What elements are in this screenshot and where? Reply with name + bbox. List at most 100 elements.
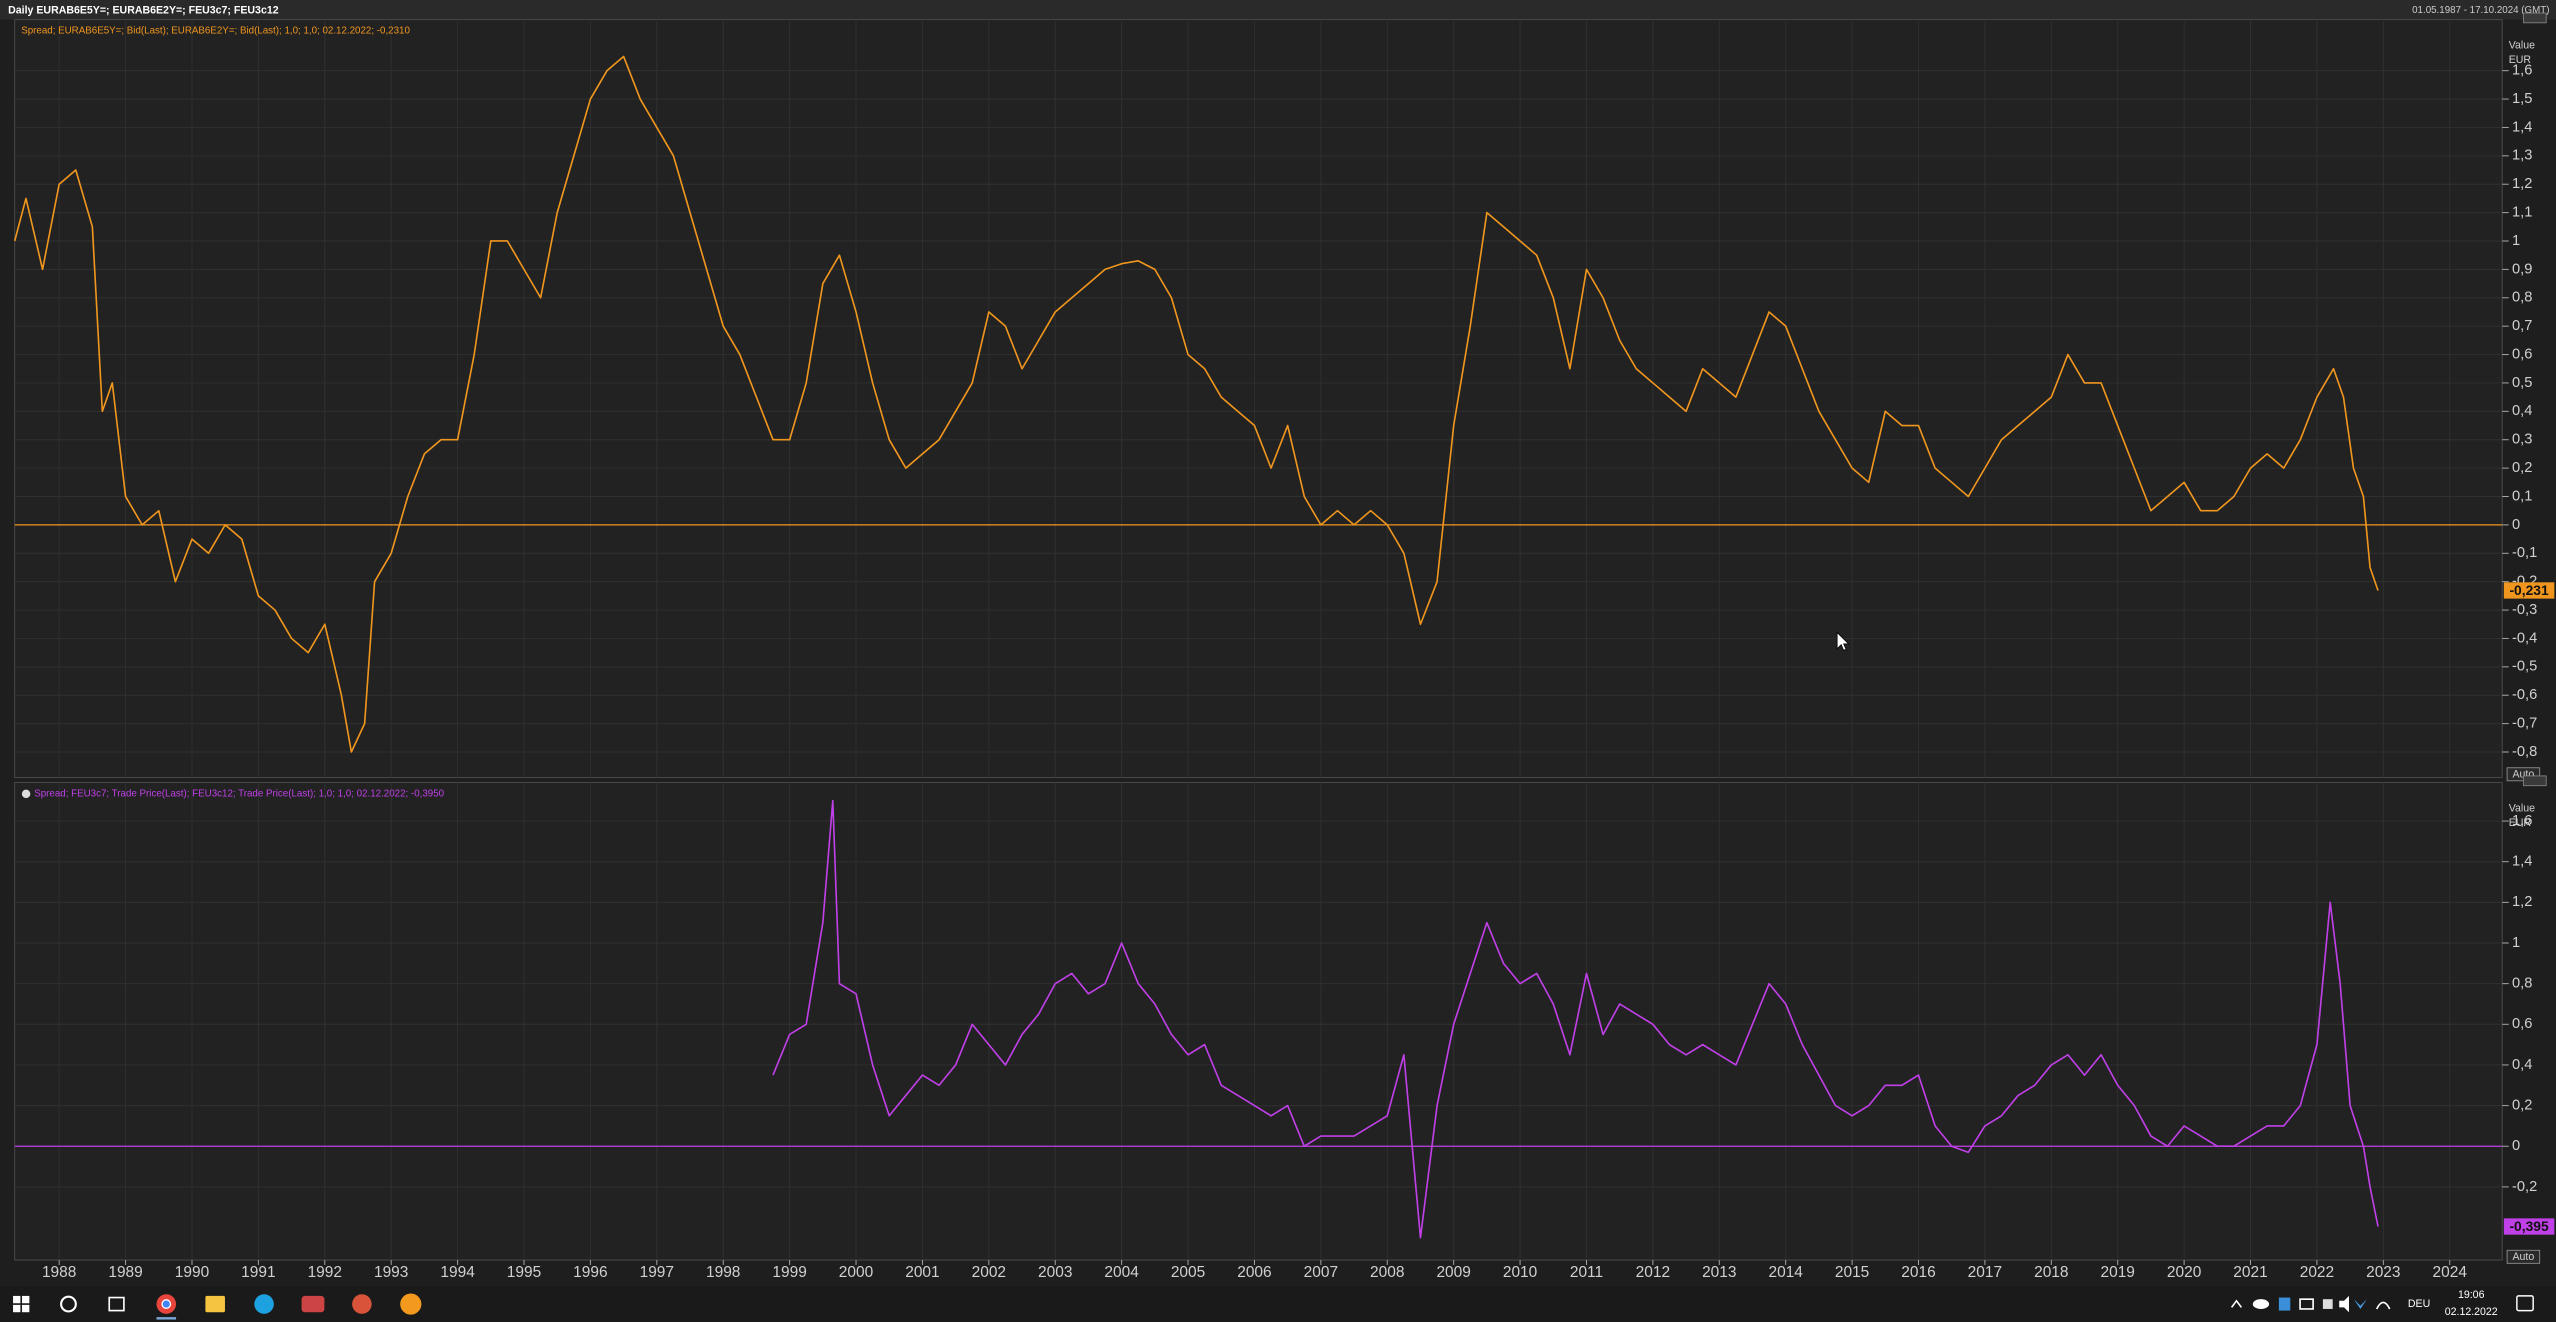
x-tick-label: 2019 — [2101, 1264, 2135, 1281]
y-tick-label: 1,5 — [2512, 91, 2532, 107]
y-tick-label: 0,7 — [2512, 318, 2532, 334]
y-tick-label: -0,3 — [2512, 602, 2537, 618]
legend-entry: Spread; EURAB6E5Y=; Bid(Last); EURAB6E2Y… — [21, 26, 410, 37]
x-tick-label: 2021 — [2233, 1264, 2267, 1281]
system-tray — [2230, 1295, 2391, 1313]
x-tick-label: 2022 — [2300, 1264, 2334, 1281]
explorer-icon[interactable] — [205, 1295, 225, 1313]
last-value-box — [2503, 1218, 2555, 1235]
x-tick-label: 1989 — [108, 1264, 142, 1281]
mouse-cursor — [1836, 631, 1850, 651]
last-value-label: -0,395 — [2509, 1218, 2549, 1234]
y-tick-label: 0,2 — [2512, 1097, 2532, 1113]
volume-icon[interactable] — [2339, 1295, 2349, 1313]
y-tick-label: 0,6 — [2512, 346, 2532, 362]
x-tick-label: 1997 — [640, 1264, 674, 1281]
y-tick-label: 0 — [2512, 517, 2520, 533]
y-tick-label: 0,4 — [2512, 403, 2532, 419]
scale-button-box — [2506, 1249, 2541, 1264]
dropbox-icon[interactable] — [2353, 1299, 2367, 1309]
y-tick-label: 0,9 — [2512, 261, 2532, 277]
y-tick-label: -0,7 — [2512, 715, 2537, 731]
app-icon[interactable] — [352, 1294, 372, 1314]
x-tick-label: 2000 — [839, 1264, 873, 1281]
y-tick-label: 1,3 — [2512, 148, 2532, 164]
window-buttons — [2522, 12, 2547, 24]
x-tick-label: 1993 — [374, 1264, 408, 1281]
x-tick-label: 2011 — [1570, 1264, 1603, 1281]
eikon-icon[interactable] — [400, 1293, 422, 1315]
active-indicator — [156, 1317, 177, 1320]
series-line — [13, 55, 2379, 753]
x-tick-label: 2010 — [1503, 1264, 1537, 1281]
chrome-icon-center — [161, 1299, 172, 1309]
network-icon[interactable] — [2375, 1301, 2391, 1310]
x-tick-label: 2017 — [1968, 1264, 2002, 1281]
x-tick-label: 1999 — [772, 1264, 806, 1281]
y-tick-label: -0,5 — [2512, 659, 2537, 675]
last-value-box — [2503, 582, 2555, 599]
x-tick-label: 2014 — [1768, 1264, 1803, 1281]
y-tick-label: -0,6 — [2512, 687, 2537, 703]
start-icon — [22, 1295, 30, 1304]
x-tick-label: 1988 — [42, 1264, 76, 1281]
y-tick-label: -0,1 — [2512, 545, 2537, 561]
y-tick-label: 0,8 — [2512, 290, 2532, 306]
plot-area — [14, 781, 2503, 1261]
start-button[interactable] — [13, 1295, 30, 1313]
scale-button[interactable]: Auto — [2513, 1251, 2535, 1263]
x-tick-label: 2015 — [1835, 1264, 1869, 1281]
tray-icon[interactable] — [2278, 1297, 2291, 1311]
axis-label: Value — [2509, 802, 2535, 814]
x-tick-label: 2006 — [1237, 1264, 1271, 1281]
y-tick-label: -0,4 — [2512, 630, 2537, 646]
tray-icon[interactable] — [2322, 1299, 2333, 1309]
onedrive-icon[interactable] — [2252, 1299, 2270, 1309]
x-tick-label: 2008 — [1370, 1264, 1404, 1281]
x-tick-label: 2013 — [1702, 1264, 1736, 1281]
x-tick-label: 1996 — [573, 1264, 607, 1281]
x-tick-label: 2012 — [1636, 1264, 1670, 1281]
notifications-button[interactable] — [2516, 1295, 2534, 1312]
start-icon — [13, 1304, 21, 1313]
x-tick-label: 2018 — [2034, 1264, 2068, 1281]
clock-date[interactable]: 02.12.2022 — [2445, 1306, 2498, 1318]
tray-icon[interactable] — [2299, 1298, 2314, 1310]
legend-entry: Spread; FEU3c7; Trade Price(Last); FEU3c… — [34, 788, 444, 799]
edge-icon[interactable] — [254, 1294, 274, 1314]
title-bar — [0, 0, 2556, 20]
x-tick-label: 1998 — [706, 1264, 740, 1281]
clock-time[interactable]: 19:06 — [2458, 1289, 2485, 1301]
y-tick-label: 0,3 — [2512, 432, 2532, 448]
x-tick-label: 2004 — [1104, 1264, 1139, 1281]
date-range: 01.05.1987 - 17.10.2024 (GMT) — [2412, 5, 2549, 16]
y-tick-label: 0,6 — [2512, 1016, 2532, 1032]
input-language[interactable]: DEU — [2408, 1298, 2430, 1310]
axis-unit: EUR — [2509, 54, 2532, 66]
x-tick-label: 2002 — [972, 1264, 1006, 1281]
series-line — [772, 799, 2379, 1239]
x-tick-label: 2001 — [905, 1264, 939, 1281]
y-tick-label: 1,1 — [2512, 204, 2532, 220]
app-icon[interactable] — [301, 1295, 325, 1313]
plot-area — [14, 19, 2503, 779]
tray-chevron[interactable] — [2230, 1299, 2243, 1308]
y-tick-label: 0,1 — [2512, 488, 2532, 504]
x-tick-label: 1991 — [241, 1264, 275, 1281]
task-view-button[interactable] — [108, 1296, 125, 1312]
y-tick-label: -0,8 — [2512, 744, 2537, 760]
axis-label: Value — [2509, 39, 2535, 51]
search-button[interactable] — [60, 1295, 77, 1313]
y-tick-label: 1,2 — [2512, 176, 2532, 192]
x-tick-label: 2007 — [1304, 1264, 1338, 1281]
x-tick-label: 2009 — [1436, 1264, 1470, 1281]
x-tick-label: 2005 — [1171, 1264, 1205, 1281]
taskbar — [0, 1286, 2556, 1322]
charts: -0,8 -0,7 -0,6 -0,5 -0,4 -0,3 -0,2 -0,1 0 0,1 0,2 0… — [13, 12, 2555, 1281]
x-tick-label: 1994 — [440, 1264, 475, 1281]
y-tick-label: 1,2 — [2512, 894, 2532, 910]
x-tick-label: 2024 — [2433, 1264, 2468, 1281]
y-tick-label: 1 — [2512, 935, 2520, 951]
